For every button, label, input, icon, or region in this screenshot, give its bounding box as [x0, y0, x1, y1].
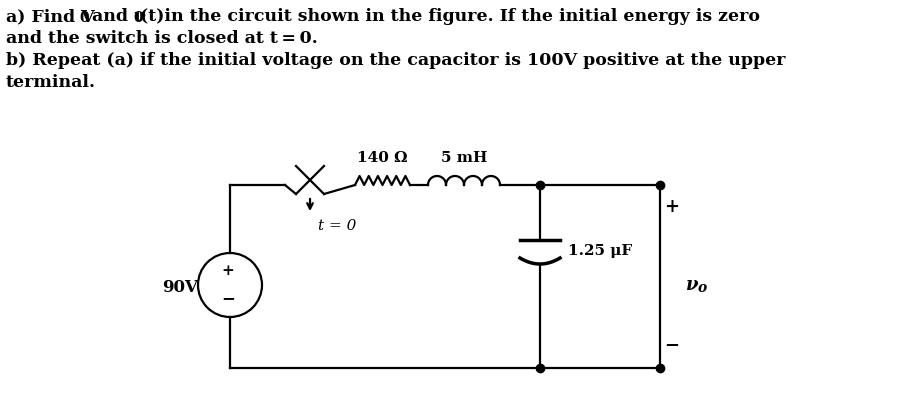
- Text: +: +: [664, 198, 679, 216]
- Text: o: o: [697, 282, 706, 295]
- Text: t = 0: t = 0: [318, 219, 356, 233]
- Text: b) Repeat (a) if the initial voltage on the capacitor is 100V positive at the up: b) Repeat (a) if the initial voltage on …: [6, 52, 785, 69]
- Text: and ν: and ν: [86, 8, 146, 25]
- Text: −: −: [221, 290, 235, 307]
- Text: (t)in the circuit shown in the figure. If the initial energy is zero: (t)in the circuit shown in the figure. I…: [140, 8, 759, 25]
- Text: 0: 0: [133, 11, 143, 25]
- Text: 90V: 90V: [162, 278, 198, 295]
- Text: and the switch is closed at t = 0.: and the switch is closed at t = 0.: [6, 30, 317, 47]
- Text: 5 mH: 5 mH: [441, 151, 487, 165]
- Text: 140 Ω: 140 Ω: [357, 151, 407, 165]
- Text: 1.25 μF: 1.25 μF: [567, 244, 631, 258]
- Text: 0: 0: [79, 11, 88, 25]
- Text: −: −: [664, 337, 679, 355]
- Text: +: +: [221, 264, 234, 278]
- Text: a) Find V: a) Find V: [6, 8, 95, 25]
- Text: ν: ν: [685, 276, 698, 293]
- Text: terminal.: terminal.: [6, 74, 96, 91]
